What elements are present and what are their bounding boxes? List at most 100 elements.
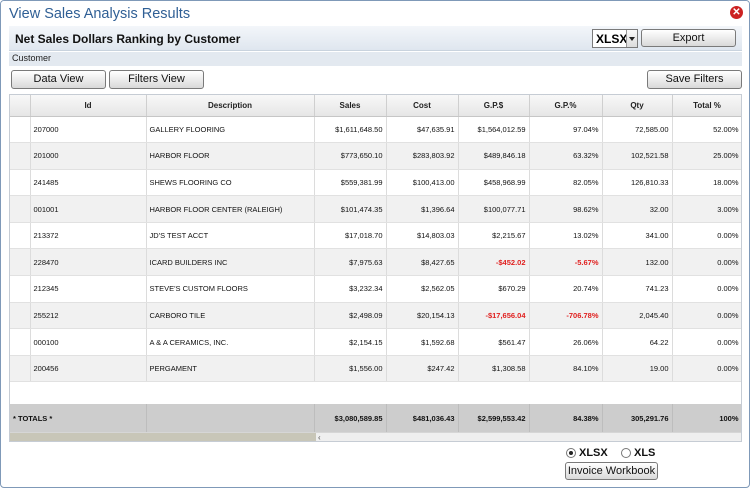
format-select-value: XLSX (596, 32, 628, 46)
table-row[interactable]: 207000 GALLERY FLOORING $1,611,648.50 $47,6… (10, 116, 741, 144)
row-selector[interactable] (10, 169, 31, 197)
column-header-sales[interactable]: Sales (314, 95, 387, 117)
cell-description: A & A CERAMICS, INC. (146, 328, 315, 356)
cell-cost: $247.42 (386, 355, 459, 383)
cell-total-percent: 0.00% (672, 275, 741, 303)
scroll-left-icon[interactable]: ‹ (318, 433, 321, 442)
row-selector[interactable] (10, 355, 31, 383)
row-selector[interactable] (10, 195, 31, 223)
table-row[interactable]: 241485 SHEWS FLOORING CO $559,381.99 $100,4… (10, 169, 741, 197)
column-header-description[interactable]: Description (146, 95, 315, 117)
invoice-workbook-button[interactable]: Invoice Workbook (565, 462, 658, 480)
table-row[interactable]: 228470 ICARD BUILDERS INC $7,975.63 $8,427.… (10, 248, 741, 277)
row-selector[interactable] (10, 248, 31, 277)
column-header-cost[interactable]: Cost (386, 95, 459, 117)
cell-cost: $100,413.00 (386, 169, 459, 197)
report-header: Net Sales Dollars Ranking by Customer XL… (9, 26, 742, 51)
close-icon[interactable]: ✕ (730, 6, 743, 19)
row-selector[interactable] (10, 222, 31, 250)
totals-label: * TOTALS * (10, 404, 147, 432)
cell-sales: $559,381.99 (314, 169, 387, 197)
grid-empty-space (10, 383, 741, 403)
cell-qty: 32.00 (602, 195, 673, 223)
export-button[interactable]: Export (641, 29, 736, 47)
totals-gp-percent: 84.38% (529, 404, 603, 432)
format-select[interactable]: XLSX (592, 29, 638, 48)
table-row[interactable]: 000100 A & A CERAMICS, INC. $2,154.15 $1,59… (10, 328, 741, 356)
cell-gp-dollars: $489,846.18 (458, 142, 530, 170)
totals-description (146, 404, 315, 432)
cell-qty: 102,521.58 (602, 142, 673, 170)
table-header-row: Id Description Sales Cost G.P.$ G.P.% Qt… (10, 95, 741, 117)
cell-description: ICARD BUILDERS INC (146, 248, 315, 277)
cell-gp-dollars: $561.47 (458, 328, 530, 356)
chevron-down-icon[interactable] (626, 30, 637, 47)
radio-xls[interactable]: XLS (621, 447, 661, 460)
cell-id: 001001 (30, 195, 147, 223)
table-row[interactable]: 001001 HARBOR FLOOR CENTER (RALEIGH) $101,… (10, 195, 741, 223)
cell-id: 212345 (30, 275, 147, 303)
table-row[interactable]: 200456 PERGAMENT $1,556.00 $247.42 $1,308.58… (10, 355, 741, 383)
cell-total-percent: 0.00% (672, 248, 741, 277)
filters-view-button[interactable]: Filters View (109, 70, 204, 89)
table-row[interactable]: 213372 JD'S TEST ACCT $17,018.70 $14,803.03… (10, 222, 741, 250)
cell-cost: $47,635.91 (386, 116, 459, 144)
totals-row: * TOTALS * $3,080,589.85 $481,036.43 $2,… (10, 404, 741, 432)
totals-cost: $481,036.43 (386, 404, 459, 432)
save-filters-button[interactable]: Save Filters (647, 70, 742, 89)
table-row[interactable]: 201000 HARBOR FLOOR $773,650.10 $283,803.92… (10, 142, 741, 170)
cell-qty: 132.00 (602, 248, 673, 277)
column-header-gp-dollars[interactable]: G.P.$ (458, 95, 530, 117)
column-header-total-percent[interactable]: Total % (672, 95, 741, 117)
cell-gp-percent: 63.32% (529, 142, 603, 170)
row-selector[interactable] (10, 275, 31, 303)
cell-cost: $14,803.03 (386, 222, 459, 250)
column-header-qty[interactable]: Qty (602, 95, 673, 117)
cell-gp-dollars: $100,077.71 (458, 195, 530, 223)
cell-description: HARBOR FLOOR CENTER (RALEIGH) (146, 195, 315, 223)
cell-id: 000100 (30, 328, 147, 356)
cell-description: STEVE'S CUSTOM FLOORS (146, 275, 315, 303)
table-row[interactable]: 212345 STEVE'S CUSTOM FLOORS $3,232.34 $2,5… (10, 275, 741, 303)
cell-sales: $2,154.15 (314, 328, 387, 356)
cell-cost: $8,427.65 (386, 248, 459, 277)
cell-gp-percent: 26.06% (529, 328, 603, 356)
cell-qty: 126,810.33 (602, 169, 673, 197)
cell-qty: 2,045.40 (602, 302, 673, 330)
window-title: View Sales Analysis Results (9, 6, 191, 22)
cell-qty: 741.23 (602, 275, 673, 303)
cell-cost: $20,154.13 (386, 302, 459, 330)
table-row[interactable]: 255212 CARBORO TILE $2,498.09 $20,154.13 -$1… (10, 302, 741, 330)
cell-total-percent: 0.00% (672, 302, 741, 330)
cell-description: JD'S TEST ACCT (146, 222, 315, 250)
scrollbar-thumb[interactable] (10, 433, 316, 441)
cell-gp-percent: -5.67% (529, 248, 603, 277)
cell-total-percent: 18.00% (672, 169, 741, 197)
row-selector[interactable] (10, 116, 31, 144)
horizontal-scrollbar[interactable]: ‹ (10, 432, 741, 442)
cell-cost: $1,396.64 (386, 195, 459, 223)
row-selector[interactable] (10, 328, 31, 356)
cell-gp-dollars: $1,564,012.59 (458, 116, 530, 144)
column-header (10, 95, 31, 117)
column-header-id[interactable]: Id (30, 95, 147, 117)
row-selector[interactable] (10, 302, 31, 330)
cell-sales: $7,975.63 (314, 248, 387, 277)
cell-description: HARBOR FLOOR (146, 142, 315, 170)
cell-qty: 341.00 (602, 222, 673, 250)
row-selector[interactable] (10, 142, 31, 170)
radio-xlsx-indicator[interactable] (566, 448, 576, 458)
cell-gp-dollars: $2,215.67 (458, 222, 530, 250)
cell-id: 241485 (30, 169, 147, 197)
cell-sales: $101,474.35 (314, 195, 387, 223)
cell-description: PERGAMENT (146, 355, 315, 383)
cell-total-percent: 3.00% (672, 195, 741, 223)
cell-total-percent: 0.00% (672, 355, 741, 383)
table-body: 207000 GALLERY FLOORING $1,611,648.50 $47,6… (10, 116, 741, 383)
data-view-button[interactable]: Data View (11, 70, 106, 89)
radio-xlsx[interactable]: XLSX (566, 447, 616, 460)
cell-qty: 64.22 (602, 328, 673, 356)
radio-xls-indicator[interactable] (621, 448, 631, 458)
column-header-gp-percent[interactable]: G.P.% (529, 95, 603, 117)
